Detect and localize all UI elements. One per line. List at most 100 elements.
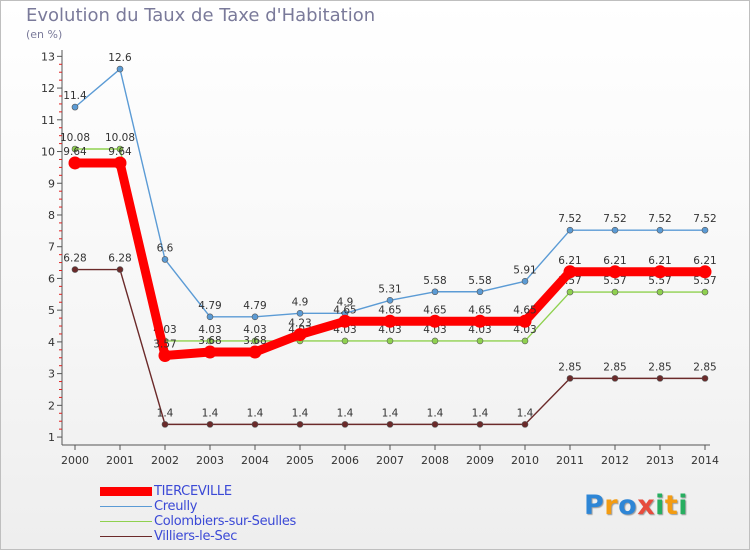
data-label-colombiers-sur-seulles: 5.57 xyxy=(648,275,671,287)
data-label-villiers-le-sec: 6.28 xyxy=(108,253,131,265)
y-tick-label: 9 xyxy=(48,177,55,190)
data-label-tierceville: 3.68 xyxy=(198,335,221,347)
x-tick-label: 2001 xyxy=(106,454,134,467)
data-label-creully: 4.9 xyxy=(337,296,354,308)
data-point-tierceville xyxy=(473,314,487,328)
data-label-tierceville: 4.65 xyxy=(333,304,356,316)
x-tick-label: 2010 xyxy=(511,454,539,467)
data-point-villiers-le-sec xyxy=(341,421,349,428)
data-label-creully: 5.58 xyxy=(423,275,446,287)
data-point-villiers-le-sec xyxy=(521,421,529,428)
data-label-creully: 5.58 xyxy=(468,275,491,287)
legend-swatch xyxy=(100,487,152,496)
x-tick-label: 2011 xyxy=(556,454,584,467)
data-label-creully: 7.52 xyxy=(693,213,716,225)
chart-subtitle: (en %) xyxy=(26,28,63,41)
legend-label: TIERCEVILLE xyxy=(154,484,232,499)
data-label-villiers-le-sec: 2.85 xyxy=(693,361,716,373)
data-label-villiers-le-sec: 1.4 xyxy=(157,407,174,419)
legend-swatch xyxy=(100,536,152,537)
data-point-villiers-le-sec xyxy=(431,421,439,428)
data-point-tierceville xyxy=(698,265,712,279)
data-label-creully: 5.91 xyxy=(513,264,536,276)
data-point-villiers-le-sec xyxy=(161,421,169,428)
data-point-creully xyxy=(701,226,709,234)
data-point-creully xyxy=(251,313,259,321)
data-label-villiers-le-sec: 2.85 xyxy=(603,361,626,373)
data-label-colombiers-sur-seulles: 5.57 xyxy=(693,275,716,287)
data-label-colombiers-sur-seulles: 4.03 xyxy=(243,324,266,336)
data-label-tierceville: 3.68 xyxy=(243,335,266,347)
data-label-tierceville: 4.23 xyxy=(288,318,311,330)
data-point-creully xyxy=(521,277,529,285)
data-point-villiers-le-sec xyxy=(566,375,574,382)
data-label-tierceville: 4.65 xyxy=(468,304,491,316)
data-label-villiers-le-sec: 2.85 xyxy=(648,361,671,373)
y-tick-label: 4 xyxy=(48,336,55,349)
data-point-tierceville xyxy=(428,314,442,328)
data-point-colombiers-sur-seulles xyxy=(341,337,349,345)
data-point-creully xyxy=(431,288,439,296)
data-label-villiers-le-sec: 1.4 xyxy=(517,407,534,419)
data-label-villiers-le-sec: 1.4 xyxy=(382,407,399,419)
data-label-tierceville: 6.21 xyxy=(558,255,581,267)
data-point-tierceville xyxy=(158,349,172,363)
y-tick-label: 13 xyxy=(41,50,55,63)
data-label-creully: 7.52 xyxy=(648,213,671,225)
data-point-tierceville xyxy=(203,345,217,359)
data-label-villiers-le-sec: 6.28 xyxy=(63,253,86,265)
data-label-creully: 4.79 xyxy=(243,300,266,312)
y-tick-label: 8 xyxy=(48,209,55,222)
data-label-creully: 7.52 xyxy=(558,213,581,225)
logo-letter: i xyxy=(678,490,689,521)
data-point-tierceville xyxy=(563,265,577,279)
data-label-villiers-le-sec: 1.4 xyxy=(247,407,264,419)
chart-title: Evolution du Taux de Taxe d'Habitation xyxy=(26,5,376,26)
data-label-tierceville: 3.57 xyxy=(153,339,176,351)
data-point-villiers-le-sec xyxy=(701,375,709,382)
data-point-creully xyxy=(476,288,484,296)
data-point-villiers-le-sec xyxy=(611,375,619,382)
data-point-colombiers-sur-seulles xyxy=(521,337,529,345)
x-tick-label: 2008 xyxy=(421,454,449,467)
data-point-colombiers-sur-seulles xyxy=(701,288,709,296)
legend-label: Villiers-le-Sec xyxy=(154,529,238,544)
y-tick-label: 3 xyxy=(48,368,55,381)
data-point-creully xyxy=(566,226,574,234)
data-label-tierceville: 9.64 xyxy=(63,146,87,158)
data-label-villiers-le-sec: 1.4 xyxy=(337,407,354,419)
x-tick-label: 2005 xyxy=(286,454,314,467)
data-point-tierceville xyxy=(518,314,532,328)
x-tick-label: 2004 xyxy=(241,454,269,467)
data-label-creully: 7.52 xyxy=(603,213,626,225)
x-tick-label: 2003 xyxy=(196,454,224,467)
data-label-colombiers-sur-seulles: 5.57 xyxy=(603,275,626,287)
data-label-tierceville: 4.65 xyxy=(378,304,401,316)
data-point-colombiers-sur-seulles xyxy=(431,337,439,345)
data-label-villiers-le-sec: 1.4 xyxy=(292,407,309,419)
data-point-villiers-le-sec xyxy=(296,421,304,428)
data-point-tierceville xyxy=(653,265,667,279)
data-label-colombiers-sur-seulles: 4.03 xyxy=(513,324,536,336)
data-label-villiers-le-sec: 1.4 xyxy=(202,407,219,419)
x-tick-label: 2014 xyxy=(691,454,719,467)
legend-label: Creully xyxy=(154,499,198,514)
data-point-creully xyxy=(161,256,169,263)
data-point-tierceville xyxy=(68,156,82,170)
logo-letter: i xyxy=(655,490,665,521)
logo-letter: t xyxy=(664,490,679,521)
x-tick-label: 2009 xyxy=(466,454,494,467)
x-tick-label: 2007 xyxy=(376,454,404,467)
data-label-creully: 11.4 xyxy=(63,90,87,102)
data-label-colombiers-sur-seulles: 4.03 xyxy=(198,324,221,336)
data-point-creully xyxy=(71,103,79,111)
data-label-tierceville: 6.21 xyxy=(603,255,626,267)
data-point-tierceville xyxy=(383,314,397,328)
data-label-colombiers-sur-seulles: 4.03 xyxy=(378,324,401,336)
logo-letter: r xyxy=(604,490,619,521)
data-point-creully xyxy=(386,297,394,304)
data-point-colombiers-sur-seulles xyxy=(71,145,79,153)
data-label-creully: 4.9 xyxy=(292,296,309,308)
data-point-villiers-le-sec xyxy=(476,421,484,428)
